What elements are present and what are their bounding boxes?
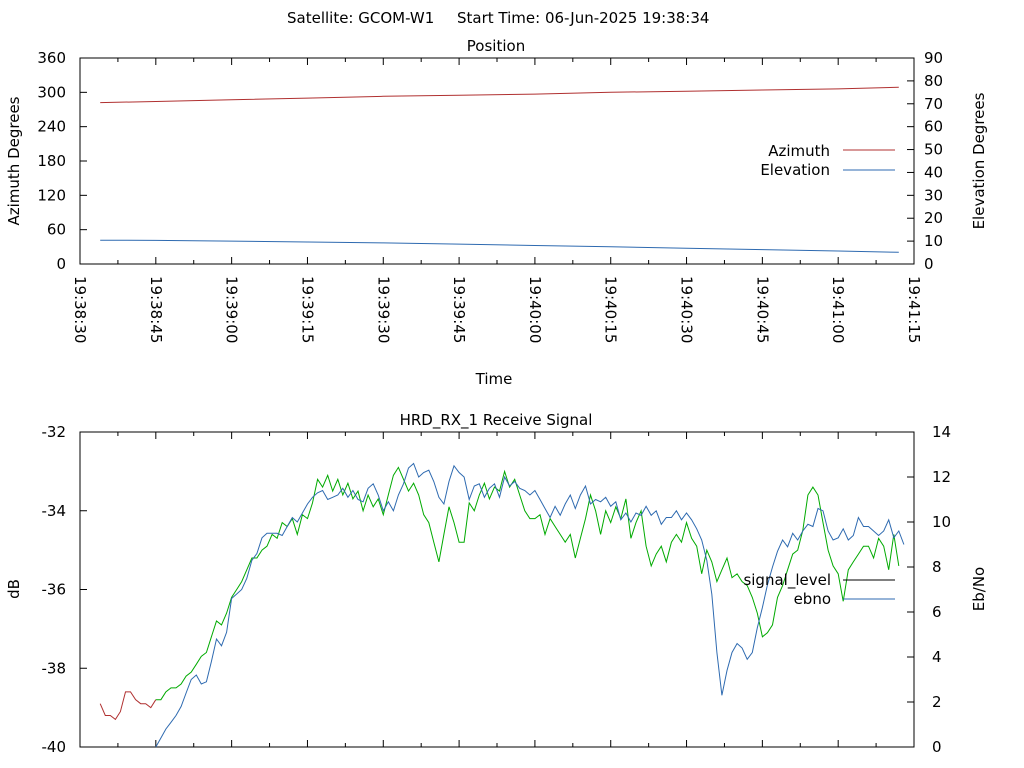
elevation-tick-label: 80 — [924, 72, 943, 90]
receive-signal-chart: HRD_RX_1 Receive Signal dB Eb/No -40 -38 -… — [5, 411, 988, 756]
signal-level-series-line-early — [99, 691, 157, 721]
azimuth-tick-label: 300 — [37, 83, 66, 101]
receive-legend: signal_level ebno — [743, 571, 895, 608]
time-tick-label: 19:38:45 — [147, 276, 165, 343]
time-tick-label: 19:41:00 — [829, 276, 847, 343]
signal-level-series-line — [155, 466, 900, 701]
ebno-tick-label: 10 — [932, 513, 951, 531]
db-tick-label: -38 — [42, 659, 67, 677]
elevation-axis-label: Elevation Degrees — [970, 92, 988, 229]
time-tick-label: 19:40:30 — [678, 276, 696, 343]
db-tick-label: -34 — [42, 502, 67, 520]
elevation-tick-label: 30 — [924, 186, 943, 204]
azimuth-series-line — [100, 86, 899, 104]
receive-signal-chart-title: HRD_RX_1 Receive Signal — [400, 411, 593, 430]
azimuth-axis-label: Azimuth Degrees — [5, 96, 23, 225]
time-tick-label: 19:39:00 — [223, 276, 241, 343]
ebno-tick-label: 6 — [932, 603, 942, 621]
ebno-axis-label: Eb/No — [970, 567, 988, 611]
ebno-tick-label: 2 — [932, 693, 942, 711]
db-tick-label: -40 — [42, 738, 67, 756]
ebno-tick-label: 0 — [932, 738, 942, 756]
ebno-tick-label: 8 — [932, 558, 942, 576]
receive-plot-frame — [79, 431, 915, 748]
time-axis-label: Time — [475, 370, 513, 388]
time-tick-label: 19:40:15 — [602, 276, 620, 343]
ebno-tick-label: 14 — [932, 423, 951, 441]
position-chart: Position Azimuth Degrees Elevation Degre… — [5, 37, 988, 388]
ebno-tick-label: 12 — [932, 468, 951, 486]
time-tick-label: 19:38:30 — [71, 276, 89, 343]
ebno-series-line — [155, 462, 905, 748]
legend-label-azimuth: Azimuth — [768, 142, 830, 160]
legend-label-elevation: Elevation — [760, 161, 830, 179]
azimuth-tick-label: 180 — [37, 152, 66, 170]
time-tick-label: 19:40:45 — [753, 276, 771, 343]
position-chart-title: Position — [467, 37, 525, 55]
db-tick-label: -36 — [42, 581, 67, 599]
legend-label-ebno: ebno — [794, 590, 831, 608]
azimuth-tick-label: 0 — [56, 255, 66, 273]
satellite-label: Satellite: GCOM-W1 — [287, 9, 434, 27]
azimuth-tick-label: 60 — [47, 221, 66, 239]
time-tick-label: 19:39:30 — [374, 276, 392, 343]
position-legend: Azimuth Elevation — [760, 142, 895, 179]
elevation-series-line — [100, 239, 899, 253]
elevation-tick-label: 40 — [924, 163, 943, 181]
azimuth-tick-label: 360 — [37, 49, 66, 67]
elevation-tick-label: 20 — [924, 209, 943, 227]
time-tick-label: 19:40:00 — [526, 276, 544, 343]
db-tick-label: -32 — [42, 423, 67, 441]
time-tick-label: 19:41:15 — [905, 276, 923, 343]
azimuth-tick-label: 240 — [37, 118, 66, 136]
elevation-tick-label: 90 — [924, 49, 943, 67]
legend-label-signal-level: signal_level — [743, 571, 831, 590]
azimuth-tick-label: 120 — [37, 186, 66, 204]
elevation-tick-label: 50 — [924, 141, 943, 159]
elevation-tick-label: 10 — [924, 232, 943, 250]
time-tick-label: 19:39:15 — [298, 276, 316, 343]
time-tick-label: 19:39:45 — [450, 276, 468, 343]
start-time-label: Start Time: 06-Jun-2025 19:38:34 — [457, 9, 709, 27]
elevation-tick-label: 70 — [924, 95, 943, 113]
elevation-tick-label: 60 — [924, 118, 943, 136]
db-axis-label: dB — [5, 579, 23, 599]
elevation-tick-label: 0 — [924, 255, 934, 273]
ebno-tick-label: 4 — [932, 648, 942, 666]
